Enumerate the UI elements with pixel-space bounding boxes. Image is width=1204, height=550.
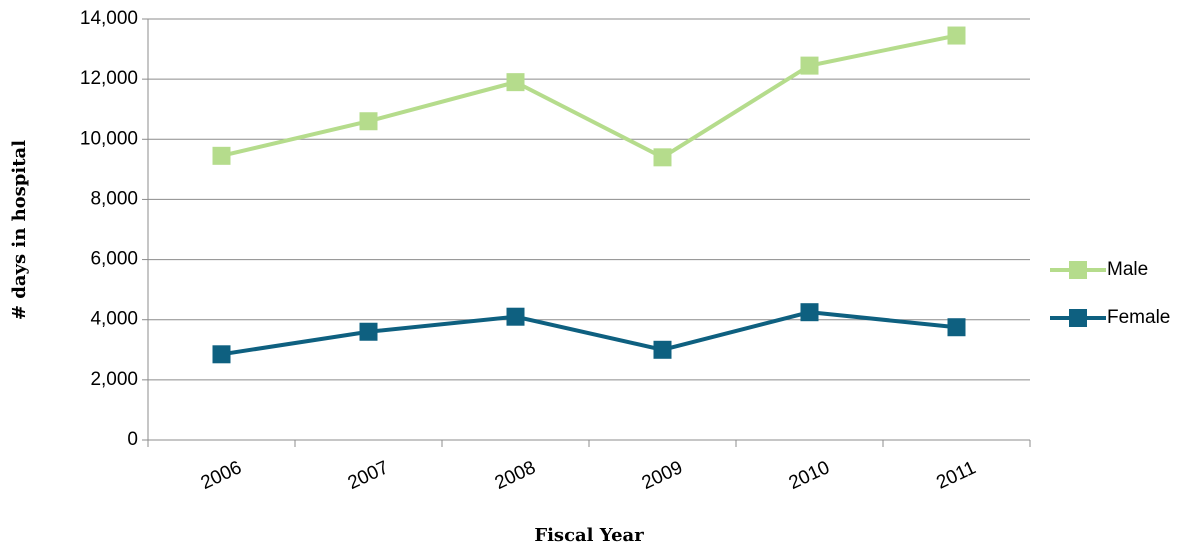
x-tick-label: 2008	[492, 457, 539, 494]
y-axis-label: # days in hospital	[9, 140, 30, 320]
marker	[506, 73, 525, 92]
marker	[359, 322, 378, 341]
series-line	[221, 33, 957, 160]
y-tick-label: 4,000	[90, 309, 138, 330]
legend-marker	[1069, 261, 1087, 279]
y-tick-label: 0	[127, 429, 138, 450]
marker	[800, 56, 819, 75]
series-line	[221, 310, 957, 357]
y-tick-label: 14,000	[80, 8, 138, 29]
y-tick-label: 12,000	[80, 68, 138, 89]
marker	[212, 146, 231, 165]
x-axis-label: Fiscal Year	[534, 525, 644, 546]
marker	[800, 303, 819, 322]
marker	[212, 345, 231, 364]
x-tick-label: 2007	[345, 457, 392, 494]
marker	[947, 26, 966, 45]
y-tick-label: 10,000	[80, 128, 138, 149]
legend-marker	[1069, 309, 1087, 327]
marker	[359, 112, 378, 131]
marker	[653, 148, 672, 167]
legend-label: Female	[1107, 307, 1170, 328]
x-tick-label: 2011	[933, 457, 979, 493]
y-tick-label: 8,000	[90, 188, 138, 209]
y-tick-label: 6,000	[90, 249, 138, 270]
legend-label: Male	[1107, 259, 1148, 280]
x-tick-label: 2009	[639, 457, 686, 494]
marker	[653, 340, 672, 359]
x-tick-label: 2010	[786, 457, 833, 494]
marker	[947, 318, 966, 337]
y-tick-label: 2,000	[90, 369, 138, 390]
x-tick-label: 2006	[198, 457, 245, 494]
marker	[506, 307, 525, 326]
